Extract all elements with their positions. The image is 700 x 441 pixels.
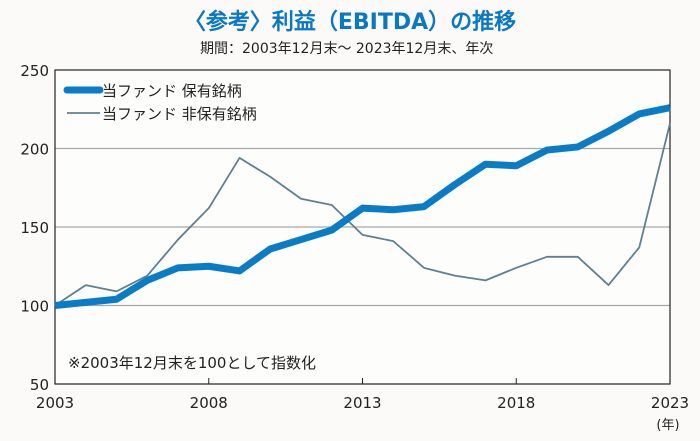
y-tick-label: 250 <box>20 62 49 80</box>
y-tick-label: 200 <box>20 141 49 159</box>
chart-title: 〈参考〉利益（EBITDA）の推移 <box>183 10 517 35</box>
y-tick-label: 50 <box>30 376 49 394</box>
y-tick-label: 150 <box>20 219 49 237</box>
x-tick-label: 2018 <box>497 394 535 412</box>
legend-label: 当ファンド 保有銘柄 <box>102 82 242 100</box>
x-axis-label: (年) <box>656 418 679 433</box>
x-tick-label: 2008 <box>190 394 228 412</box>
chart-note: ※2003年12月末を100として指数化 <box>68 354 316 372</box>
legend-label: 当ファンド 非保有銘柄 <box>102 105 257 123</box>
x-tick-label: 2003 <box>36 394 74 412</box>
x-tick-label: 2013 <box>343 394 381 412</box>
x-tick-label: 2023 <box>651 394 689 412</box>
chart-subtitle: 期間：2003年12月末〜 2023年12月末、年次 <box>200 41 494 57</box>
y-tick-label: 100 <box>20 298 49 316</box>
